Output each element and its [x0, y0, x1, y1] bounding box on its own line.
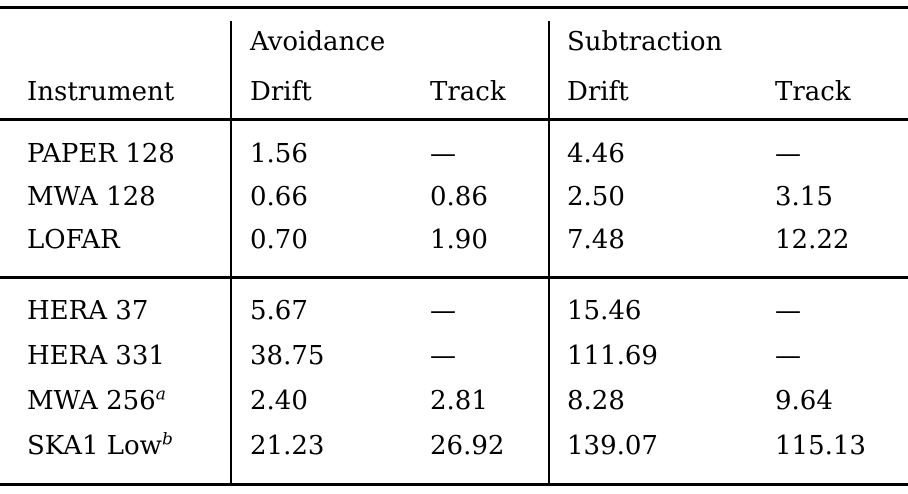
table-top-rule — [0, 6, 908, 9]
header-bottom-rule — [0, 118, 908, 121]
column-header-drift-subtraction: Drift — [567, 77, 629, 107]
column-divider — [230, 279, 232, 483]
group-label-avoidance: Avoidance — [250, 27, 386, 57]
column-divider — [230, 121, 232, 276]
cell-subtraction-drift: 4.46 — [567, 139, 625, 169]
column-header-drift-avoidance: Drift — [250, 77, 312, 107]
table-row: PAPER 128 1.56 — 4.46 — — [0, 133, 908, 176]
cell-subtraction-drift: 139.07 — [567, 431, 658, 461]
row-instrument: MWA 256a — [27, 384, 167, 416]
cell-subtraction-track: — — [775, 341, 801, 371]
table-bottom-rule — [0, 483, 908, 486]
column-divider — [548, 121, 550, 276]
cell-avoidance-drift: 5.67 — [250, 296, 308, 326]
cell-avoidance-drift: 38.75 — [250, 341, 325, 371]
cell-avoidance-drift: 0.66 — [250, 182, 308, 212]
table-header: Avoidance Subtraction Instrument Drift T… — [0, 9, 908, 118]
cell-avoidance-drift: 2.40 — [250, 386, 308, 416]
cell-avoidance-track: 0.86 — [430, 182, 488, 212]
table-row: LOFAR 0.70 1.90 7.48 12.22 — [0, 219, 908, 262]
column-divider — [230, 21, 232, 118]
footnote-marker: a — [155, 384, 167, 405]
column-header-track-avoidance: Track — [430, 77, 506, 107]
column-header-instrument: Instrument — [27, 77, 175, 107]
table-row: MWA 128 0.66 0.86 2.50 3.15 — [0, 176, 908, 219]
header-column-row: Instrument Drift Track Drift Track — [0, 66, 908, 118]
table-row: MWA 256a 2.40 2.81 8.28 9.64 — [0, 379, 908, 424]
cell-avoidance-track: — — [430, 296, 456, 326]
footnote-marker: b — [161, 429, 174, 450]
cell-avoidance-track: — — [430, 139, 456, 169]
column-divider — [548, 21, 550, 118]
row-instrument: MWA 128 — [27, 182, 156, 212]
cell-avoidance-track: 2.81 — [430, 386, 488, 416]
cell-subtraction-drift: 8.28 — [567, 386, 625, 416]
cell-avoidance-drift: 0.70 — [250, 225, 308, 255]
group-separator-rule — [0, 276, 908, 279]
row-instrument: PAPER 128 — [27, 139, 175, 169]
table-row: SKA1 Lowb 21.23 26.92 139.07 115.13 — [0, 424, 908, 469]
column-divider — [548, 279, 550, 483]
cell-subtraction-track: 3.15 — [775, 182, 833, 212]
row-instrument: HERA 331 — [27, 341, 165, 371]
row-instrument: HERA 37 — [27, 296, 149, 326]
cell-subtraction-track: 9.64 — [775, 386, 833, 416]
cell-avoidance-drift: 1.56 — [250, 139, 308, 169]
cell-subtraction-track: 115.13 — [775, 431, 866, 461]
cell-subtraction-drift: 111.69 — [567, 341, 658, 371]
cell-avoidance-track: — — [430, 341, 456, 371]
table-row: HERA 331 38.75 — 111.69 — — [0, 334, 908, 379]
column-header-track-subtraction: Track — [775, 77, 851, 107]
cell-avoidance-drift: 21.23 — [250, 431, 325, 461]
header-group-row: Avoidance Subtraction — [0, 19, 908, 66]
group-label-subtraction: Subtraction — [567, 27, 723, 57]
header-spacer — [0, 19, 230, 66]
cell-subtraction-drift: 2.50 — [567, 182, 625, 212]
row-instrument: LOFAR — [27, 225, 120, 255]
table-body-group-1: PAPER 128 1.56 — 4.46 — MWA 128 0.66 0.8… — [0, 121, 908, 276]
cell-avoidance-track: 1.90 — [430, 225, 488, 255]
table-row: HERA 37 5.67 — 15.46 — — [0, 289, 908, 334]
cell-avoidance-track: 26.92 — [430, 431, 505, 461]
row-instrument: SKA1 Lowb — [27, 429, 174, 461]
cell-subtraction-track: 12.22 — [775, 225, 850, 255]
cell-subtraction-drift: 7.48 — [567, 225, 625, 255]
cell-subtraction-drift: 15.46 — [567, 296, 642, 326]
cell-subtraction-track: — — [775, 296, 801, 326]
table-body-group-2: HERA 37 5.67 — 15.46 — HERA 331 38.75 — … — [0, 279, 908, 483]
cell-subtraction-track: — — [775, 139, 801, 169]
